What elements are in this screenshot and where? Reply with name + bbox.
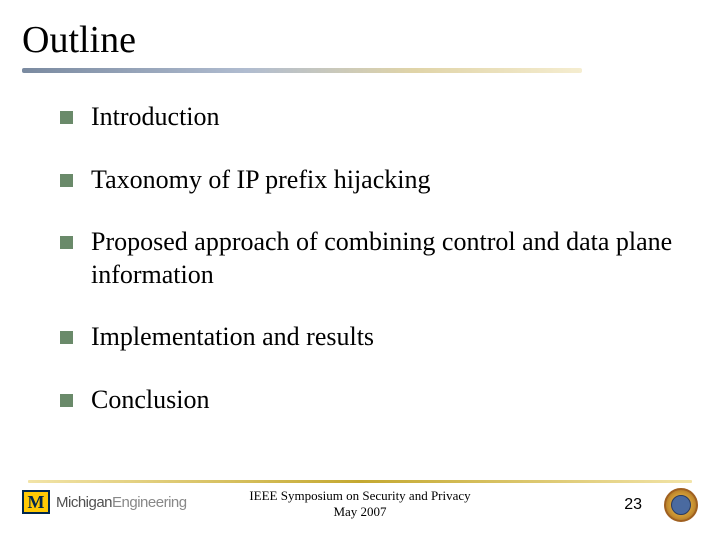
- org-logo: M MichiganEngineering: [22, 490, 187, 514]
- list-item: Taxonomy of IP prefix hijacking: [60, 164, 678, 197]
- seal-icon: [664, 488, 698, 522]
- block-m-icon: M: [22, 490, 50, 514]
- bullet-text: Implementation and results: [91, 321, 374, 354]
- bullet-icon: [60, 331, 73, 344]
- bullet-icon: [60, 236, 73, 249]
- list-item: Introduction: [60, 101, 678, 134]
- org-name: MichiganEngineering: [56, 494, 187, 511]
- org-name-light: Engineering: [112, 494, 187, 511]
- footer-divider: [28, 480, 692, 483]
- bullet-text: Taxonomy of IP prefix hijacking: [91, 164, 430, 197]
- list-item: Implementation and results: [60, 321, 678, 354]
- bullet-icon: [60, 174, 73, 187]
- bullet-icon: [60, 111, 73, 124]
- footer-caption: IEEE Symposium on Security and Privacy M…: [249, 488, 470, 521]
- page-number: 23: [624, 496, 642, 514]
- slide-container: Outline Introduction Taxonomy of IP pref…: [0, 0, 720, 540]
- bullet-text: Proposed approach of combining control a…: [91, 226, 678, 291]
- slide-footer: M MichiganEngineering IEEE Symposium on …: [0, 480, 720, 540]
- slide-title: Outline: [22, 18, 690, 62]
- org-name-bold: Michigan: [56, 494, 112, 511]
- list-item: Conclusion: [60, 384, 678, 417]
- bullet-text: Conclusion: [91, 384, 209, 417]
- bullet-icon: [60, 394, 73, 407]
- list-item: Proposed approach of combining control a…: [60, 226, 678, 291]
- bullet-text: Introduction: [91, 101, 220, 134]
- footer-line1: IEEE Symposium on Security and Privacy: [249, 488, 470, 504]
- footer-line2: May 2007: [249, 504, 470, 520]
- bullet-list: Introduction Taxonomy of IP prefix hijac…: [30, 73, 690, 416]
